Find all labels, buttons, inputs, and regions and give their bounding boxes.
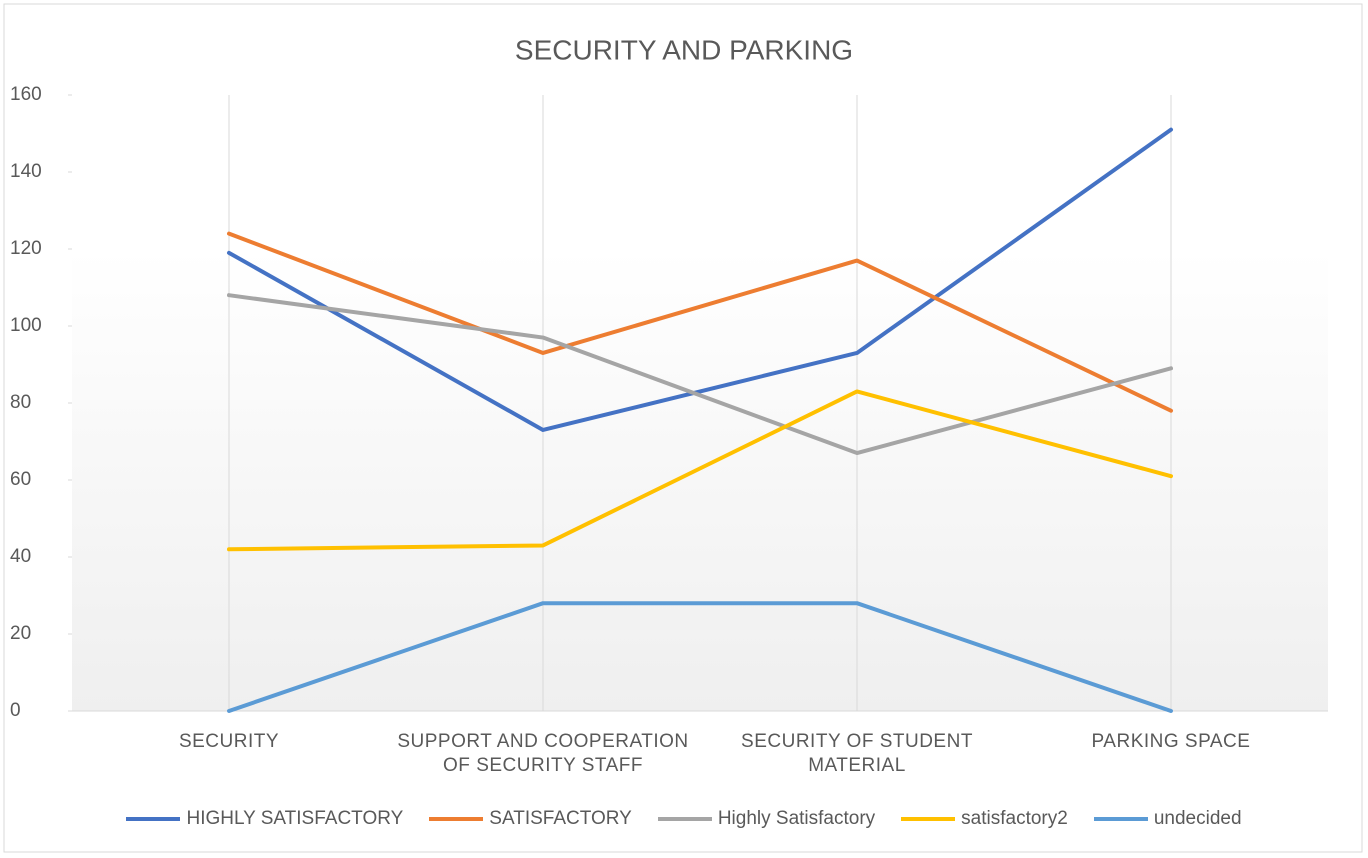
series-line [227,127,1173,432]
y-tick-label: 0 [10,700,21,721]
y-tick-label: 60 [10,469,31,490]
series-line [227,601,1173,713]
legend-swatch [126,817,181,821]
legend-item: HIGHLY SATISFACTORY [126,808,403,830]
x-tick-label: SECURITY [178,731,280,752]
y-tick-label: 140 [10,161,42,182]
y-tick-label: 160 [10,84,42,105]
series-line [227,293,1173,456]
y-tick-label: 120 [10,238,42,259]
series-line [227,231,1173,413]
series-line [227,389,1173,552]
legend-item: SATISFACTORY [429,808,632,830]
legend: HIGHLY SATISFACTORY SATISFACTORY Highly Sa… [0,808,1368,830]
legend-label: satisfactory2 [961,808,1068,829]
legend-swatch [429,817,484,821]
chart-title: SECURITY AND PARKING [515,34,853,65]
legend-swatch [1093,817,1148,821]
x-tick-label: SUPPORT AND COOPERATION OF SECURITY STAF… [397,731,689,776]
legend-label: SATISFACTORY [489,808,632,829]
legend-label: HIGHLY SATISFACTORY [186,808,404,829]
plot-area [72,95,1328,711]
legend-swatch [901,817,956,821]
legend-item: Highly Satisfactory [657,808,876,830]
legend-swatch [657,817,712,821]
x-tick-label: PARKING SPACE [1091,731,1251,752]
y-tick-label: 80 [10,392,31,413]
legend-label: Highly Satisfactory [717,808,876,829]
legend-item: satisfactory2 [901,808,1068,830]
y-tick-label: 100 [10,315,42,336]
y-tick-label: 20 [10,623,31,644]
y-tick-label: 40 [10,546,31,567]
legend-label: undecided [1153,808,1242,829]
legend-item: undecided [1093,808,1242,830]
x-tick-label: SECURITY OF STUDENT MATERIAL [741,731,973,776]
